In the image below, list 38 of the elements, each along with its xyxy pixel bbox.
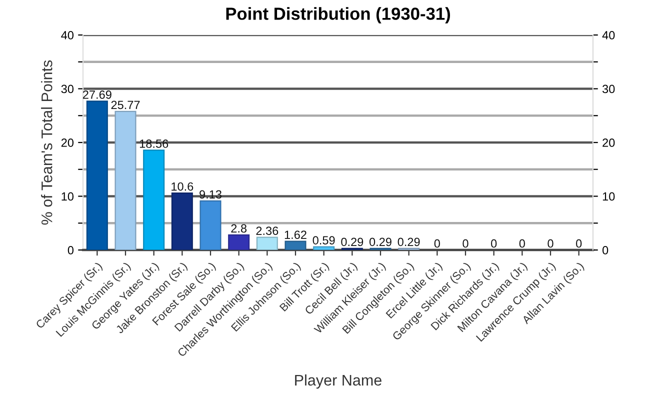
bar <box>228 234 250 250</box>
chart-title: Point Distribution (1930-31) <box>226 7 450 24</box>
y-tick-label: 10 <box>62 192 74 201</box>
data-label: 25.77 <box>111 100 140 110</box>
data-label: 0.29 <box>398 238 420 246</box>
data-label: 0 <box>462 239 468 248</box>
bar <box>313 246 335 250</box>
y-axis-title: % of Team's Total Points <box>41 60 52 225</box>
data-label: 0.29 <box>341 238 364 246</box>
y2-tick-label: 30 <box>602 84 615 94</box>
bar <box>256 236 278 250</box>
bar <box>284 240 306 250</box>
bar <box>114 110 136 250</box>
data-label: 0 <box>548 239 554 248</box>
bar <box>171 192 193 250</box>
y2-tick-label: 0 <box>602 246 608 254</box>
data-label: 0.29 <box>369 238 392 246</box>
y-tick-label: 30 <box>61 84 74 94</box>
y2-tick-label: 10 <box>602 192 615 201</box>
y-tick-label: 40 <box>61 31 74 40</box>
x-axis-title: Player Name <box>295 374 382 389</box>
data-label: 2.8 <box>231 224 247 233</box>
data-label: 27.69 <box>82 90 112 99</box>
data-label: 0 <box>519 239 525 248</box>
data-label: 0 <box>434 239 440 248</box>
bar <box>200 200 222 250</box>
data-label: 1.62 <box>284 230 306 239</box>
bar <box>143 150 165 250</box>
y2-tick-label: 40 <box>602 31 615 40</box>
y2-tick-label: 20 <box>602 138 615 147</box>
data-label: 0 <box>576 239 582 248</box>
y-tick-label: 0 <box>68 246 74 254</box>
y-tick-label: 20 <box>61 138 74 147</box>
data-label: 0 <box>491 239 497 248</box>
data-label: 0.59 <box>312 236 335 244</box>
data-label: 10.6 <box>172 182 194 191</box>
data-label: 2.36 <box>256 226 278 235</box>
bar <box>86 100 108 250</box>
